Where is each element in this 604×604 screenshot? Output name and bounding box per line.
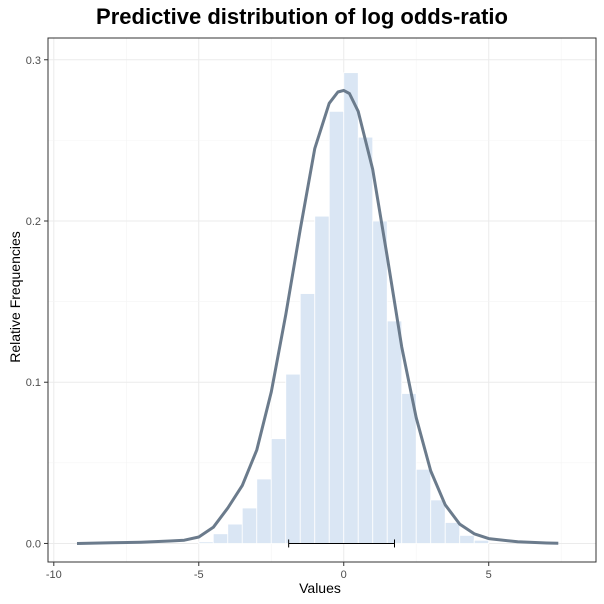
histogram-bar bbox=[314, 215, 330, 544]
histogram-bar bbox=[401, 393, 417, 544]
histogram-bar bbox=[256, 478, 272, 544]
histogram-bar bbox=[198, 541, 214, 544]
histogram-bar bbox=[285, 373, 301, 544]
histogram-bar bbox=[459, 534, 475, 544]
histogram-bar bbox=[328, 110, 345, 544]
x-axis: -10 -5 0 5 bbox=[46, 562, 492, 581]
histogram-bar bbox=[343, 72, 359, 544]
histogram-bar bbox=[386, 320, 403, 544]
histogram-bar bbox=[473, 539, 490, 544]
x-tick-label: 5 bbox=[486, 569, 492, 581]
histogram-bar bbox=[241, 507, 258, 544]
plot-panel-border bbox=[47, 37, 597, 563]
y-tick-label: 0.3 bbox=[26, 55, 41, 67]
x-axis-label: Values bbox=[299, 580, 341, 596]
x-tick-label: -10 bbox=[46, 569, 62, 581]
density-curve bbox=[76, 88, 559, 545]
y-tick-label: 0.1 bbox=[26, 377, 41, 389]
histogram-bar bbox=[357, 136, 374, 544]
histogram-bar bbox=[415, 468, 432, 544]
x-tick-label: 0 bbox=[341, 569, 347, 581]
histogram-bar bbox=[270, 438, 287, 544]
histogram-bar bbox=[299, 293, 316, 544]
histogram-bar bbox=[372, 220, 388, 544]
y-tick-label: 0.0 bbox=[26, 538, 41, 550]
x-tick-label: -5 bbox=[194, 569, 204, 581]
credible-interval bbox=[288, 539, 395, 548]
chart-title: Predictive distribution of log odds-rati… bbox=[96, 4, 508, 29]
y-tick-label: 0.2 bbox=[26, 216, 41, 228]
histogram-bar bbox=[212, 533, 229, 544]
histogram-bar bbox=[430, 499, 446, 544]
y-axis: 0.0 0.1 0.2 0.3 bbox=[26, 55, 48, 550]
histogram-bar bbox=[444, 522, 461, 544]
histogram-bar bbox=[227, 523, 243, 544]
